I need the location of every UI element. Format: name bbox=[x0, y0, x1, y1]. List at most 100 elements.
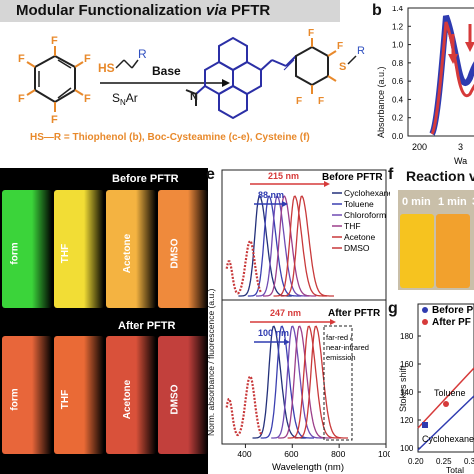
emission-5 bbox=[280, 195, 334, 297]
panel-f-title: Reaction v bbox=[406, 168, 474, 184]
panel-e-ylabel: Norm. absorbance / fluorescence (a.u.) bbox=[206, 288, 216, 436]
vial-label-vials-before-0: form bbox=[9, 242, 21, 265]
panel-g-xlabel: Total bbox=[446, 465, 464, 474]
vial-label-vials-after-2: Acetone bbox=[122, 379, 134, 420]
after-pftr-label: After PFTR bbox=[118, 320, 176, 332]
point-before-1 bbox=[422, 422, 428, 428]
vial-vials-before-0 bbox=[2, 190, 52, 308]
panel-b-yticks: 0.0 0.2 0.4 0.6 0.8 1.0 1.2 1.4 bbox=[392, 6, 411, 141]
b-ytick-label-5: 1.0 bbox=[392, 41, 404, 50]
absorption-curve bbox=[225, 239, 263, 295]
absorption-curve bbox=[225, 374, 263, 437]
vial-label-vials-after-1: THF bbox=[60, 389, 72, 410]
e-xtick-label-1000: 1000 bbox=[378, 449, 390, 459]
e-xtick-label-600: 600 bbox=[284, 449, 298, 459]
b-ytick-label-0: 0.0 bbox=[392, 132, 404, 141]
bottom-small-shift-label: 100 nm bbox=[258, 328, 289, 338]
pentafluorophenyl: F F F F F F bbox=[18, 35, 91, 126]
panel-e-label: e bbox=[206, 166, 215, 183]
legend-label-2: Chloroform bbox=[344, 210, 386, 220]
thiol-list: HS—R = Thiophenol (b), Boc-Cysteamine (c… bbox=[30, 132, 310, 143]
label-toluene: Toluene bbox=[434, 388, 466, 398]
emission-2 bbox=[256, 195, 310, 297]
panel-b-xtick-3: 3 bbox=[458, 142, 463, 152]
f6: F bbox=[18, 53, 25, 65]
time-2: 3 bbox=[472, 196, 474, 208]
panel-e-legend: CyclohexaneTolueneChloroformTHFAcetoneDM… bbox=[332, 188, 390, 253]
thiol-reagent: HS R bbox=[98, 47, 147, 75]
svg-text:F: F bbox=[296, 96, 302, 107]
panel-e-top-title: Before PFTR bbox=[322, 172, 383, 183]
vial-vials-after-0 bbox=[2, 336, 52, 454]
svg-text:Base: Base bbox=[152, 64, 181, 78]
panel-g-yticks: 100 120 140 160 180 bbox=[400, 332, 421, 453]
svg-text:SNAr: SNAr bbox=[112, 91, 138, 107]
panel-f-photo: 0 min 1 min 3 bbox=[398, 190, 474, 290]
emission-1 bbox=[247, 195, 302, 297]
svg-text:S: S bbox=[339, 61, 346, 73]
before-pftr-label: Before PFTR bbox=[112, 173, 179, 185]
panel-e-xlabel: Wavelength (nm) bbox=[272, 462, 344, 473]
f4: F bbox=[51, 114, 58, 126]
emission-1 bbox=[260, 325, 315, 439]
title-italic: via bbox=[206, 2, 227, 19]
b-ytick-label-6: 1.2 bbox=[392, 22, 404, 31]
panel-b-series-blue bbox=[429, 14, 474, 136]
panel-e-bottom-curves bbox=[225, 325, 348, 439]
figure-title: Modular Functionalization via PFTR bbox=[16, 2, 270, 19]
e-xtick-label-400: 400 bbox=[237, 449, 251, 459]
vial-vials-before-2 bbox=[106, 190, 156, 308]
svg-text:F: F bbox=[318, 96, 324, 107]
panel-e-chart: 215 nm 88 nm Before PFTR 247 nm 100 nm A… bbox=[221, 169, 390, 473]
pyrene-core bbox=[185, 36, 297, 120]
reaction-arrow: Base SNAr bbox=[100, 64, 230, 107]
box-label-1: far-red / bbox=[326, 333, 353, 342]
panel-e-bottom-title: After PFTR bbox=[328, 308, 381, 319]
amine-n: N bbox=[190, 91, 198, 103]
f1: F bbox=[51, 35, 58, 47]
title-main: Modular Functionalization bbox=[16, 2, 206, 19]
box-label-2: near-infrared bbox=[326, 343, 369, 352]
f3: F bbox=[84, 93, 91, 105]
panel-b-xlabel: Wa bbox=[454, 156, 467, 166]
g-xtick-1: 0.25 bbox=[436, 457, 452, 466]
f5: F bbox=[18, 93, 25, 105]
g-xtick-0: 0.20 bbox=[408, 457, 424, 466]
vial-label-vials-before-2: Acetone bbox=[122, 233, 134, 274]
vial-label-vials-after-3: DMSO bbox=[169, 384, 181, 415]
f2: F bbox=[84, 53, 91, 65]
panel-b-label: b bbox=[372, 2, 382, 19]
g-ytick-label-2: 140 bbox=[400, 388, 414, 397]
svg-text:R: R bbox=[357, 45, 365, 57]
emission-2 bbox=[271, 325, 325, 439]
b-ytick-label-4: 0.8 bbox=[392, 59, 404, 68]
panel-g-chart: 100 120 140 160 180 Before P After PF Toluen… bbox=[400, 303, 474, 474]
panel-e-top-curves bbox=[225, 195, 334, 297]
b-ytick-label-7: 1.4 bbox=[392, 6, 404, 13]
emission-3 bbox=[263, 195, 317, 297]
g-ytick-label-1: 120 bbox=[400, 416, 414, 425]
box-label-3: emission bbox=[326, 353, 356, 362]
top-shift-label: 215 nm bbox=[268, 171, 299, 181]
legend-after-marker bbox=[422, 319, 428, 325]
time-0: 0 min bbox=[402, 196, 431, 208]
panel-b-chart: 0.0 0.2 0.4 0.6 0.8 1.0 1.2 1.4 200 3 Wa bbox=[392, 6, 474, 166]
vial-vials-after-1 bbox=[54, 336, 104, 454]
g-ytick-label-0: 100 bbox=[400, 444, 414, 453]
panel-b-xtick-200: 200 bbox=[412, 142, 427, 152]
product-ring: F F F F S R bbox=[295, 28, 365, 107]
panel-e-xticks: 400 600 800 1000 bbox=[237, 444, 390, 459]
time-1: 1 min bbox=[438, 196, 467, 208]
legend-label-5: DMSO bbox=[344, 243, 370, 253]
vial-vials-after-3 bbox=[158, 336, 208, 454]
vial-vials-before-1 bbox=[54, 190, 104, 308]
emission-5 bbox=[294, 325, 348, 439]
b-ytick-label-1: 0.2 bbox=[392, 114, 404, 123]
panel-b-series-red bbox=[430, 21, 474, 135]
label-cyclohexane: Cyclohexane bbox=[422, 434, 474, 444]
svg-text:R: R bbox=[138, 47, 147, 61]
panel-b-ylabel: Absorbance (a.u.) bbox=[376, 66, 386, 138]
emission-4 bbox=[273, 195, 327, 297]
title-end: PFTR bbox=[226, 2, 271, 19]
emission-4 bbox=[287, 325, 341, 439]
